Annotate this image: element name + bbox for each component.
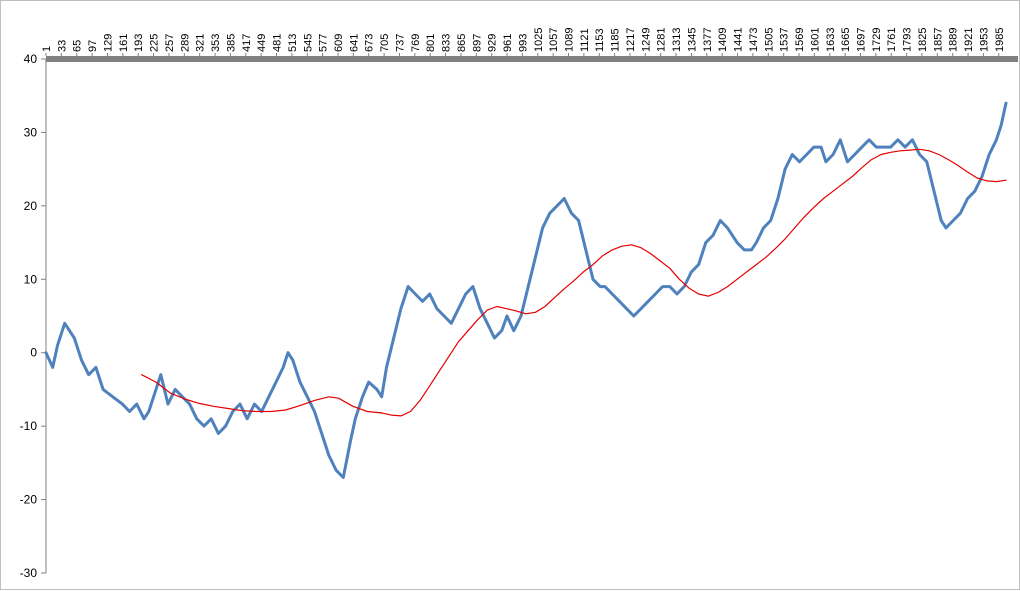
x-tick-label: 897 [471, 34, 483, 52]
x-tick-label: 929 [487, 34, 499, 52]
x-tick-label: 1569 [794, 28, 806, 52]
y-tick-label: 30 [24, 125, 38, 139]
y-tick-label: -20 [20, 493, 38, 507]
y-tick-label: 40 [24, 52, 38, 66]
x-tick-label: 1537 [779, 28, 791, 52]
x-tick-label: 1185 [610, 28, 622, 52]
x-tick-label: 1857 [932, 28, 944, 52]
x-tick-label: 449 [256, 34, 268, 52]
x-tick-label: 1153 [594, 28, 606, 52]
x-tick-label: 1217 [625, 28, 637, 52]
x-tick-label: 1793 [902, 28, 914, 52]
x-tick-label: 481 [272, 34, 284, 52]
x-tick-label: 1825 [917, 28, 929, 52]
y-tick-label: 10 [24, 272, 38, 286]
x-tick-label: 1025 [533, 28, 545, 52]
x-tick-label: 609 [333, 34, 345, 52]
x-tick-label: 225 [149, 34, 161, 52]
x-tick-label: 1281 [656, 28, 668, 52]
x-tick-label: 1089 [564, 28, 576, 52]
series-line-1 [44, 101, 1008, 479]
y-tick-label: 0 [30, 346, 37, 360]
x-tick-label: 129 [102, 34, 114, 52]
x-tick-label: 1 [41, 46, 53, 52]
x-tick-label: 1921 [963, 28, 975, 52]
y-axis-ticks: -30 -20 -10 0 10 20 30 40 [20, 52, 46, 580]
x-tick-label: 545 [302, 34, 314, 52]
series-group [44, 101, 1008, 479]
x-axis-line [46, 56, 1018, 62]
x-tick-label: 1057 [548, 28, 560, 52]
series-line-2 [141, 148, 1007, 417]
x-tick-label: 353 [210, 34, 222, 52]
y-tick-label: -10 [20, 419, 38, 433]
x-tick-label: 417 [241, 34, 253, 52]
x-tick-label: 801 [425, 34, 437, 52]
x-tick-label: 289 [179, 34, 191, 52]
x-tick-label: 1889 [948, 28, 960, 52]
x-tick-label: 961 [502, 34, 514, 52]
x-tick-label: 513 [287, 34, 299, 52]
x-tick-label: 65 [72, 40, 84, 52]
x-tick-label: 33 [56, 40, 68, 52]
x-tick-label: 321 [195, 34, 207, 52]
x-tick-label: 1505 [763, 28, 775, 52]
x-tick-label: 1441 [733, 28, 745, 52]
x-tick-label: 1377 [702, 28, 714, 52]
x-tick-label: 1729 [871, 28, 883, 52]
y-tick-label: -30 [20, 566, 38, 580]
x-tick-label: 737 [394, 34, 406, 52]
x-tick-label: 705 [379, 34, 391, 52]
x-tick-label: 833 [441, 34, 453, 52]
x-tick-label: 193 [133, 34, 145, 52]
x-tick-label: 385 [225, 34, 237, 52]
x-tick-label: 1761 [886, 28, 898, 52]
x-tick-label: 161 [118, 34, 130, 52]
x-tick-label: 1985 [994, 28, 1006, 52]
y-tick-label: 20 [24, 199, 38, 213]
x-tick-label: 993 [517, 34, 529, 52]
x-tick-label: 1313 [671, 28, 683, 52]
x-tick-label: 577 [318, 34, 330, 52]
x-tick-label: 1121 [579, 28, 591, 52]
x-tick-label: 641 [348, 34, 360, 52]
x-tick-label: 1473 [748, 28, 760, 52]
x-tick-label: 1345 [686, 28, 698, 52]
x-tick-label: 1665 [840, 28, 852, 52]
x-tick-label: 769 [410, 34, 422, 52]
x-tick-label: 257 [164, 34, 176, 52]
x-tick-label: 1601 [809, 28, 821, 52]
x-tick-label: 1249 [640, 28, 652, 52]
x-tick-label: 97 [87, 40, 99, 52]
x-tick-label: 1697 [855, 28, 867, 52]
x-axis-ticks: 1 33 65 97 129 161 193 225 257 289 321 353 385 417 449… [41, 28, 1006, 56]
x-tick-label: 1953 [978, 28, 990, 52]
axes [45, 56, 1018, 573]
x-tick-label: 673 [364, 34, 376, 52]
x-tick-label: 1633 [825, 28, 837, 52]
x-tick-label: 1409 [717, 28, 729, 52]
x-tick-label: 865 [456, 34, 468, 52]
